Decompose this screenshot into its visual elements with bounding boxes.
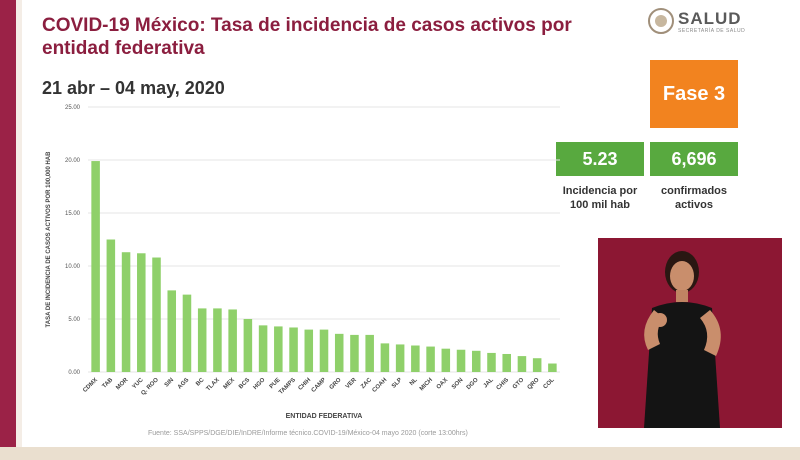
x-tick-label: BCS	[238, 377, 251, 390]
phase-badge: Fase 3	[650, 60, 738, 128]
bar-jal	[487, 352, 496, 372]
x-tick-label: TAB	[102, 377, 115, 390]
bar-chis	[502, 353, 511, 372]
left-accent-stripe	[0, 0, 16, 460]
bar-mex	[228, 309, 237, 372]
bar-tamps	[289, 327, 298, 372]
x-tick-label: MICH	[419, 377, 434, 392]
bar-cdmx	[91, 161, 100, 372]
bar-son	[456, 349, 466, 372]
chart-y-ticks: 0.00 5.00 10.00 15.00 20.00 25.00	[65, 105, 81, 376]
x-tick-label: TLAX	[206, 377, 221, 392]
x-tick-label: COAH	[372, 377, 389, 394]
bar-mich	[426, 346, 435, 372]
sign-language-interpreter-video	[598, 238, 782, 428]
x-tick-label: BC	[195, 377, 206, 388]
bar-tlax	[213, 308, 222, 372]
salud-logo: SALUD SECRETARÍA DE SALUD	[648, 8, 748, 38]
x-tick-label: AGS	[177, 377, 190, 390]
bar-dgo	[471, 350, 481, 372]
x-tick-label: MEX	[223, 377, 236, 390]
x-tick-label: Q. ROO	[140, 377, 160, 397]
source-note: Fuente: SSA/SPPS/DGE/DIE/InDRE/Informe t…	[148, 430, 468, 437]
incidence-bar-chart: 0.00 5.00 10.00 15.00 20.00 25.00 CDMX TAB MOR Y…	[46, 105, 560, 420]
y-tick-label: 10.00	[65, 264, 81, 270]
bar-pue	[274, 326, 283, 372]
confirmed-value-box: 6,696	[650, 142, 738, 176]
y-tick-label: 20.00	[65, 158, 81, 164]
x-tick-label: GTO	[512, 377, 526, 391]
incidence-label-line2: 100 mil hab	[570, 199, 630, 211]
y-tick-label: 25.00	[65, 105, 81, 111]
bar-gto	[517, 356, 527, 372]
x-tick-label: DGO	[466, 377, 480, 391]
x-tick-label: CHIS	[496, 377, 510, 391]
bar-gro	[334, 333, 344, 372]
x-tick-label: SON	[451, 377, 464, 390]
bar-slp	[395, 344, 405, 372]
x-tick-label: YUC	[132, 377, 146, 391]
bar-mor	[121, 252, 131, 372]
x-tick-label: PUE	[269, 377, 282, 390]
seal-icon	[648, 8, 674, 34]
date-range: 21 abr – 04 may, 2020	[42, 78, 225, 98]
bottom-bar	[0, 447, 800, 460]
bar-bc	[197, 308, 207, 372]
x-tick-label: MOR	[115, 377, 130, 392]
bar-hgo	[258, 325, 268, 372]
incidence-label-line1: Incidencia por	[562, 185, 638, 197]
confirmed-label: confirmados activos	[650, 184, 738, 212]
bar-camp	[319, 329, 329, 372]
x-tick-label: GRO	[329, 377, 343, 391]
x-tick-label: HGO	[253, 377, 267, 391]
bar-ver	[350, 334, 359, 372]
bar-qro	[532, 358, 542, 372]
x-tick-label: OAX	[436, 377, 449, 390]
bar-ags	[182, 294, 192, 372]
logo-subtext: SECRETARÍA DE SALUD	[678, 28, 746, 34]
bar-col	[548, 363, 557, 372]
confirmed-label-line2: activos	[675, 199, 713, 211]
x-tick-label: SLP	[391, 377, 403, 389]
x-tick-label: JAL	[483, 377, 495, 389]
x-tick-label: NL	[409, 377, 419, 387]
x-tick-label: TAMPS	[278, 377, 297, 396]
x-tick-label: SIN	[164, 377, 175, 388]
bar-oax	[441, 348, 451, 372]
bar-bcs	[243, 319, 253, 372]
y-tick-label: 5.00	[68, 317, 80, 323]
bar-nl	[411, 345, 420, 372]
y-tick-label: 15.00	[65, 211, 81, 217]
x-tick-label: QRO	[527, 377, 541, 391]
x-tick-label: COL	[543, 377, 556, 390]
y-tick-label: 0.00	[68, 370, 80, 376]
bar-sin	[167, 290, 177, 372]
x-tick-label: ZAC	[360, 377, 373, 390]
incidence-label: Incidencia por 100 mil hab	[556, 184, 644, 212]
x-axis-label: ENTIDAD FEDERATIVA	[286, 413, 363, 420]
confirmed-label-line1: confirmados	[660, 185, 727, 197]
logo-text: SALUD	[678, 9, 742, 28]
bar-chih	[304, 329, 314, 372]
left-accent-stripe-light	[16, 0, 22, 460]
incidence-value-box: 5.23	[556, 142, 644, 176]
bar-tab	[106, 239, 116, 372]
bar-yuc	[137, 253, 146, 372]
chart-bars	[91, 161, 557, 372]
page-title: COVID-19 México: Tasa de incidencia de c…	[42, 15, 572, 59]
bar-coah	[380, 343, 390, 372]
interpreter-figure-icon	[598, 238, 782, 428]
x-tick-label: VER	[345, 377, 358, 390]
bar-zac	[365, 334, 374, 372]
x-tick-label: CAMP	[311, 377, 328, 394]
bar-q-roo	[152, 257, 161, 372]
y-axis-label: TASA DE INCIDENCIA DE CASOS ACTIVOS POR …	[46, 151, 52, 328]
x-tick-label: CDMX	[82, 377, 99, 394]
